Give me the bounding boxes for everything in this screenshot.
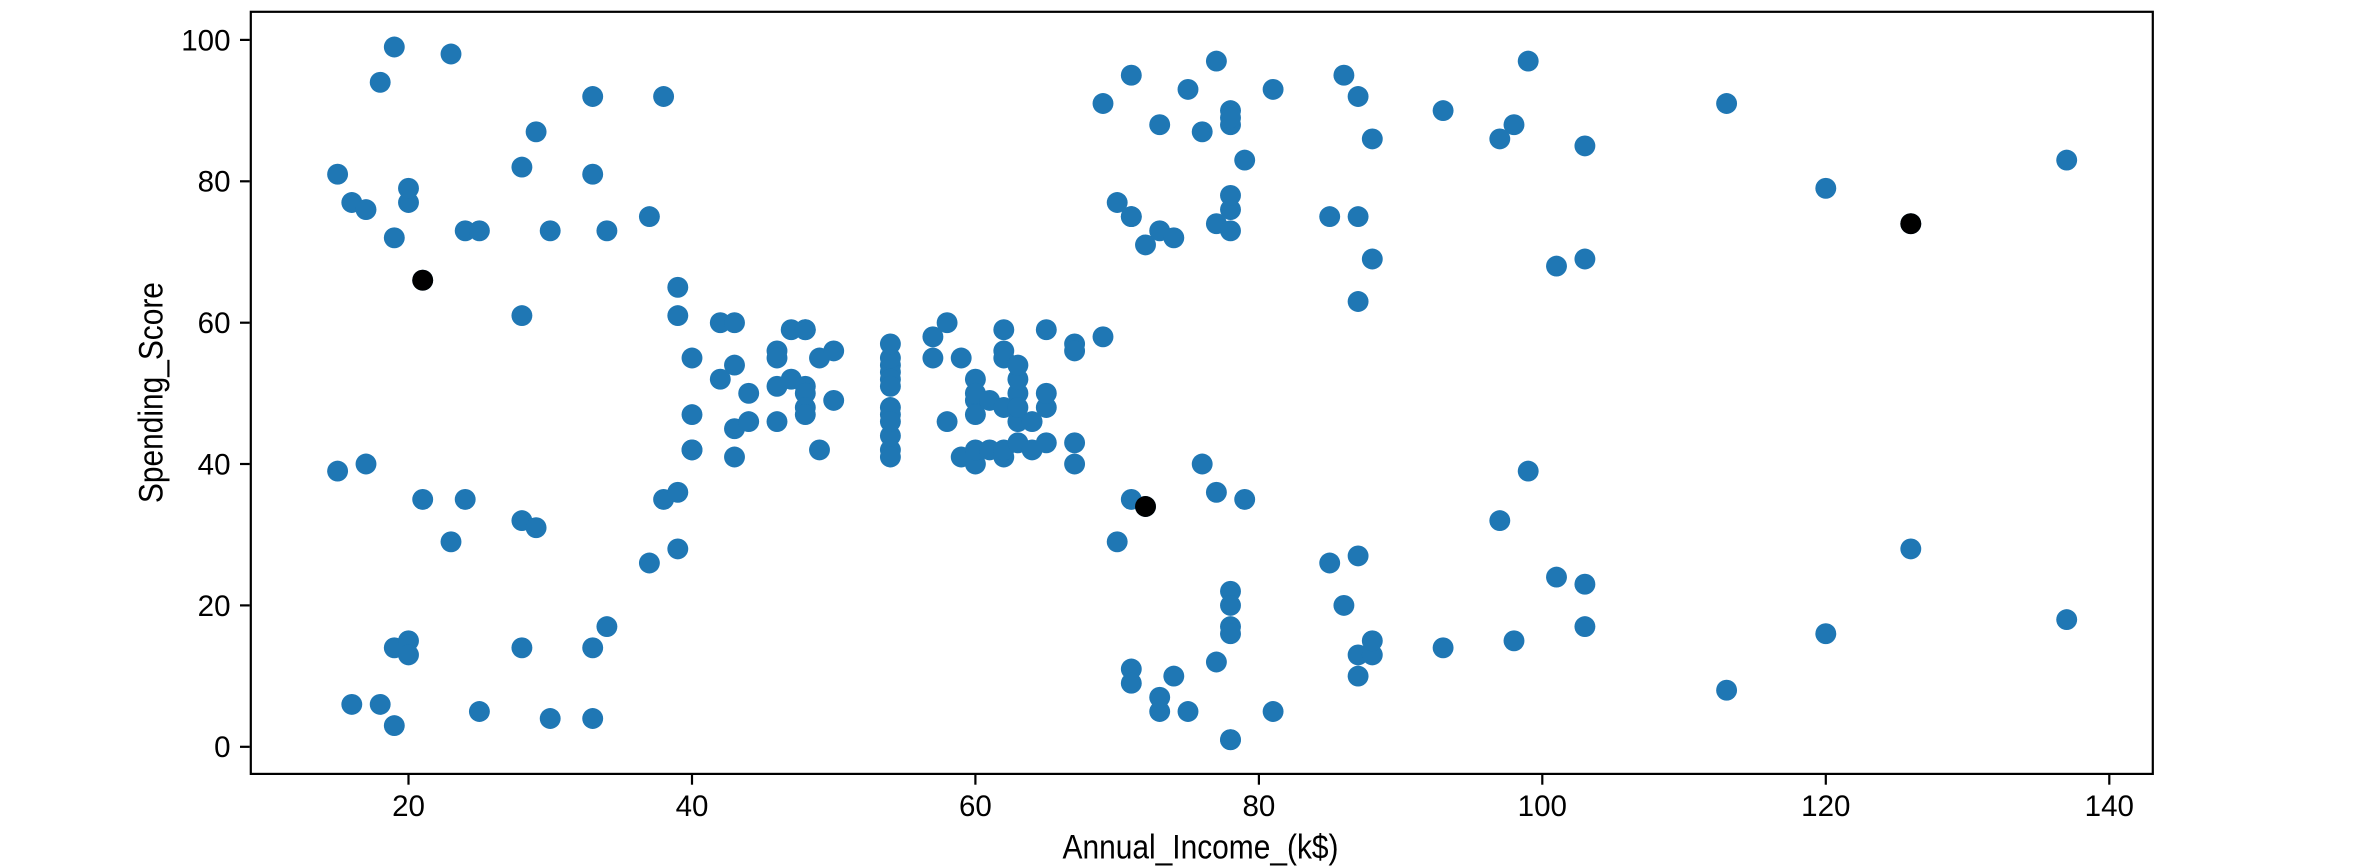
svg-text:60: 60 bbox=[198, 307, 231, 340]
svg-text:40: 40 bbox=[198, 448, 231, 481]
svg-text:80: 80 bbox=[1242, 790, 1275, 823]
svg-text:20: 20 bbox=[198, 590, 231, 623]
svg-text:100: 100 bbox=[1518, 790, 1567, 823]
svg-text:100: 100 bbox=[181, 24, 230, 57]
svg-text:Annual_Income_(k$): Annual_Income_(k$) bbox=[1063, 828, 1339, 866]
svg-text:0: 0 bbox=[214, 731, 230, 764]
svg-text:20: 20 bbox=[392, 790, 425, 823]
svg-text:Spending_Score: Spending_Score bbox=[133, 282, 171, 503]
svg-text:80: 80 bbox=[198, 166, 231, 199]
svg-text:140: 140 bbox=[2085, 790, 2134, 823]
svg-text:40: 40 bbox=[676, 790, 709, 823]
svg-text:60: 60 bbox=[959, 790, 992, 823]
svg-text:120: 120 bbox=[1801, 790, 1850, 823]
